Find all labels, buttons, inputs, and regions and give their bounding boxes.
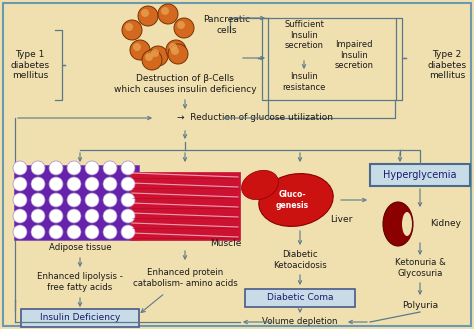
FancyBboxPatch shape bbox=[14, 165, 139, 240]
Circle shape bbox=[13, 177, 27, 191]
Text: Hyperglycemia: Hyperglycemia bbox=[383, 170, 457, 180]
Text: Destruction of β-Cells
which causes insulin deficiency: Destruction of β-Cells which causes insu… bbox=[114, 74, 256, 94]
Circle shape bbox=[177, 21, 185, 29]
Ellipse shape bbox=[242, 170, 279, 200]
Text: Adipose tissue: Adipose tissue bbox=[49, 242, 111, 251]
Circle shape bbox=[31, 225, 45, 239]
Circle shape bbox=[103, 225, 117, 239]
Circle shape bbox=[49, 161, 63, 175]
Text: Type 1
diabetes
mellitus: Type 1 diabetes mellitus bbox=[10, 50, 50, 80]
Circle shape bbox=[103, 161, 117, 175]
Circle shape bbox=[125, 23, 133, 31]
Text: Kidney: Kidney bbox=[430, 219, 461, 229]
Text: Enhanced protein
catabolism- amino acids: Enhanced protein catabolism- amino acids bbox=[133, 268, 237, 288]
Circle shape bbox=[141, 9, 149, 17]
Circle shape bbox=[13, 225, 27, 239]
Circle shape bbox=[133, 43, 141, 51]
Text: →  Reduction of glucose utilization: → Reduction of glucose utilization bbox=[177, 114, 333, 122]
Text: Diabetic
Ketoacidosis: Diabetic Ketoacidosis bbox=[273, 250, 327, 270]
Circle shape bbox=[31, 209, 45, 223]
Circle shape bbox=[49, 225, 63, 239]
Ellipse shape bbox=[402, 212, 412, 236]
Circle shape bbox=[67, 225, 81, 239]
Text: Type 2
diabetes
mellitus: Type 2 diabetes mellitus bbox=[428, 50, 466, 80]
Text: Insulin Deficiency: Insulin Deficiency bbox=[40, 314, 120, 322]
Circle shape bbox=[166, 40, 186, 60]
Circle shape bbox=[85, 209, 99, 223]
Circle shape bbox=[67, 209, 81, 223]
Ellipse shape bbox=[259, 174, 333, 226]
Text: Liver: Liver bbox=[330, 215, 352, 224]
Circle shape bbox=[151, 49, 159, 57]
Circle shape bbox=[121, 225, 135, 239]
Text: Ketonuria &
Glycosuria: Ketonuria & Glycosuria bbox=[395, 258, 446, 278]
Circle shape bbox=[142, 50, 162, 70]
Circle shape bbox=[158, 4, 178, 24]
Circle shape bbox=[130, 40, 150, 60]
Circle shape bbox=[103, 209, 117, 223]
Circle shape bbox=[31, 161, 45, 175]
Circle shape bbox=[49, 193, 63, 207]
Circle shape bbox=[49, 177, 63, 191]
Text: Polyuria: Polyuria bbox=[402, 300, 438, 310]
FancyBboxPatch shape bbox=[370, 164, 470, 186]
Text: Gluco-
genesis: Gluco- genesis bbox=[275, 190, 309, 210]
Circle shape bbox=[103, 193, 117, 207]
Circle shape bbox=[103, 177, 117, 191]
Text: Volume depletion: Volume depletion bbox=[262, 317, 338, 326]
Circle shape bbox=[148, 46, 168, 66]
Circle shape bbox=[13, 209, 27, 223]
Ellipse shape bbox=[383, 202, 413, 246]
Circle shape bbox=[31, 193, 45, 207]
Circle shape bbox=[67, 177, 81, 191]
Circle shape bbox=[145, 53, 153, 61]
Circle shape bbox=[13, 193, 27, 207]
Circle shape bbox=[138, 6, 158, 26]
Circle shape bbox=[122, 20, 142, 40]
Text: Insulin
resistance: Insulin resistance bbox=[283, 72, 326, 92]
Circle shape bbox=[169, 43, 177, 51]
Circle shape bbox=[49, 209, 63, 223]
FancyBboxPatch shape bbox=[3, 3, 471, 326]
FancyBboxPatch shape bbox=[21, 309, 139, 327]
Circle shape bbox=[67, 161, 81, 175]
Text: Enhanced lipolysis -
free fatty acids: Enhanced lipolysis - free fatty acids bbox=[37, 272, 123, 292]
Circle shape bbox=[121, 177, 135, 191]
Circle shape bbox=[121, 161, 135, 175]
Circle shape bbox=[85, 225, 99, 239]
Circle shape bbox=[31, 177, 45, 191]
FancyBboxPatch shape bbox=[268, 18, 396, 100]
FancyBboxPatch shape bbox=[130, 172, 240, 240]
Circle shape bbox=[174, 18, 194, 38]
Text: Sufficient
Insulin
secretion: Sufficient Insulin secretion bbox=[284, 20, 324, 50]
Circle shape bbox=[85, 193, 99, 207]
Circle shape bbox=[13, 161, 27, 175]
Circle shape bbox=[67, 193, 81, 207]
Circle shape bbox=[171, 47, 179, 55]
Circle shape bbox=[168, 44, 188, 64]
Text: Pancreatic
cells: Pancreatic cells bbox=[203, 15, 250, 35]
Text: Impaired
Insulin
secretion: Impaired Insulin secretion bbox=[335, 40, 374, 70]
Circle shape bbox=[161, 7, 169, 15]
FancyBboxPatch shape bbox=[245, 289, 355, 307]
Circle shape bbox=[121, 193, 135, 207]
Circle shape bbox=[85, 161, 99, 175]
Text: Muscle: Muscle bbox=[210, 240, 241, 248]
Circle shape bbox=[121, 209, 135, 223]
Text: Diabetic Coma: Diabetic Coma bbox=[267, 293, 333, 302]
Circle shape bbox=[85, 177, 99, 191]
